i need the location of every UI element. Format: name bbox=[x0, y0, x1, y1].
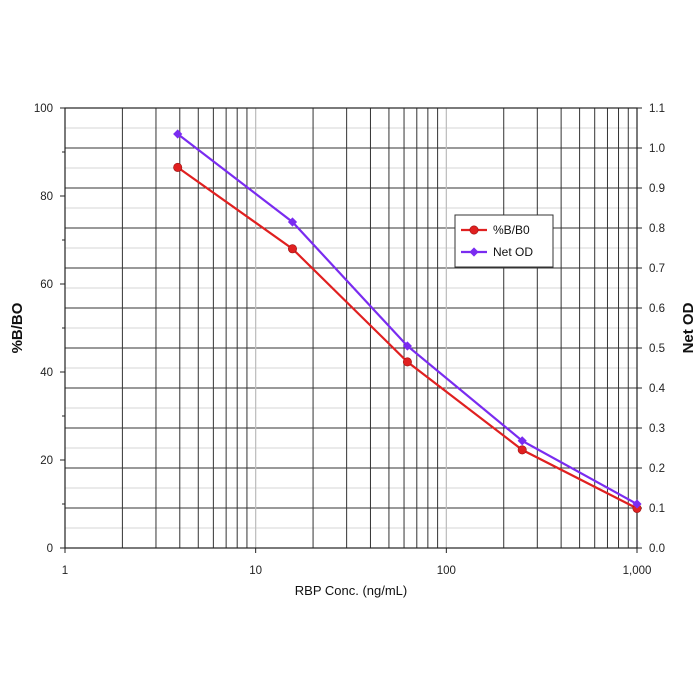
y-tick-label: 0 bbox=[47, 543, 53, 555]
data-point-b-b0 bbox=[517, 445, 527, 455]
x-tick-label: 10 bbox=[249, 565, 262, 577]
legend-items: %B/B0 Net OD bbox=[461, 223, 533, 259]
y2-tick-label: 0.8 bbox=[649, 223, 665, 235]
x-axis-title: RBP Conc. (ng/mL) bbox=[295, 583, 407, 598]
data-point-net-od bbox=[517, 436, 527, 446]
y-axis-title: %B/BO bbox=[9, 302, 26, 353]
data-point-net-od bbox=[632, 499, 642, 509]
y2-tick-label: 0.4 bbox=[649, 383, 666, 395]
label-layer: 1 10 100 1,000 0 20 40 60 80 100 0.0 0.1 0.2 0.3 0.4 0.… bbox=[34, 103, 666, 577]
y2-tick-label: 0.9 bbox=[649, 183, 665, 195]
y2-tick-label: 0.7 bbox=[649, 263, 665, 275]
legend-marker-net-od bbox=[469, 247, 479, 257]
data-point-b-b0 bbox=[287, 244, 297, 254]
y2-tick-label: 1.0 bbox=[649, 143, 665, 155]
y-tick-label: 100 bbox=[34, 103, 53, 115]
y2-tick-label: 0.0 bbox=[649, 543, 665, 555]
series-layer bbox=[173, 129, 642, 513]
legend-box bbox=[454, 214, 554, 268]
x-tick-label: 100 bbox=[437, 565, 456, 577]
legend-label-net-od: Net OD bbox=[493, 245, 533, 259]
y2-tick-label: 0.1 bbox=[649, 503, 665, 515]
legend: %B/B0 Net OD bbox=[454, 214, 554, 268]
y-tick-label: 80 bbox=[40, 191, 53, 203]
x-tick-label: 1,000 bbox=[623, 565, 652, 577]
grid-layer bbox=[64, 107, 638, 549]
x-tick-label: 1 bbox=[62, 565, 68, 577]
y-tick-label: 40 bbox=[40, 367, 53, 379]
y-tick-label: 60 bbox=[40, 279, 53, 291]
data-point-net-od bbox=[173, 129, 183, 139]
y2-tick-label: 0.5 bbox=[649, 343, 665, 355]
y2-tick-label: 0.3 bbox=[649, 423, 665, 435]
data-point-net-od bbox=[287, 217, 298, 227]
legend-marker-b-b0 bbox=[469, 225, 479, 235]
data-point-b-b0 bbox=[402, 357, 412, 367]
y2-tick-label: 1.1 bbox=[649, 103, 665, 115]
data-point-net-od bbox=[402, 341, 413, 351]
y-tick-label: 20 bbox=[40, 455, 53, 467]
axis-layer bbox=[60, 107, 642, 553]
y2-axis-title: Net OD bbox=[680, 302, 697, 353]
y2-tick-label: 0.6 bbox=[649, 303, 665, 315]
legend-label-b-b0: %B/B0 bbox=[493, 223, 530, 237]
data-point-b-b0 bbox=[173, 162, 183, 172]
y2-tick-label: 0.2 bbox=[649, 463, 665, 475]
